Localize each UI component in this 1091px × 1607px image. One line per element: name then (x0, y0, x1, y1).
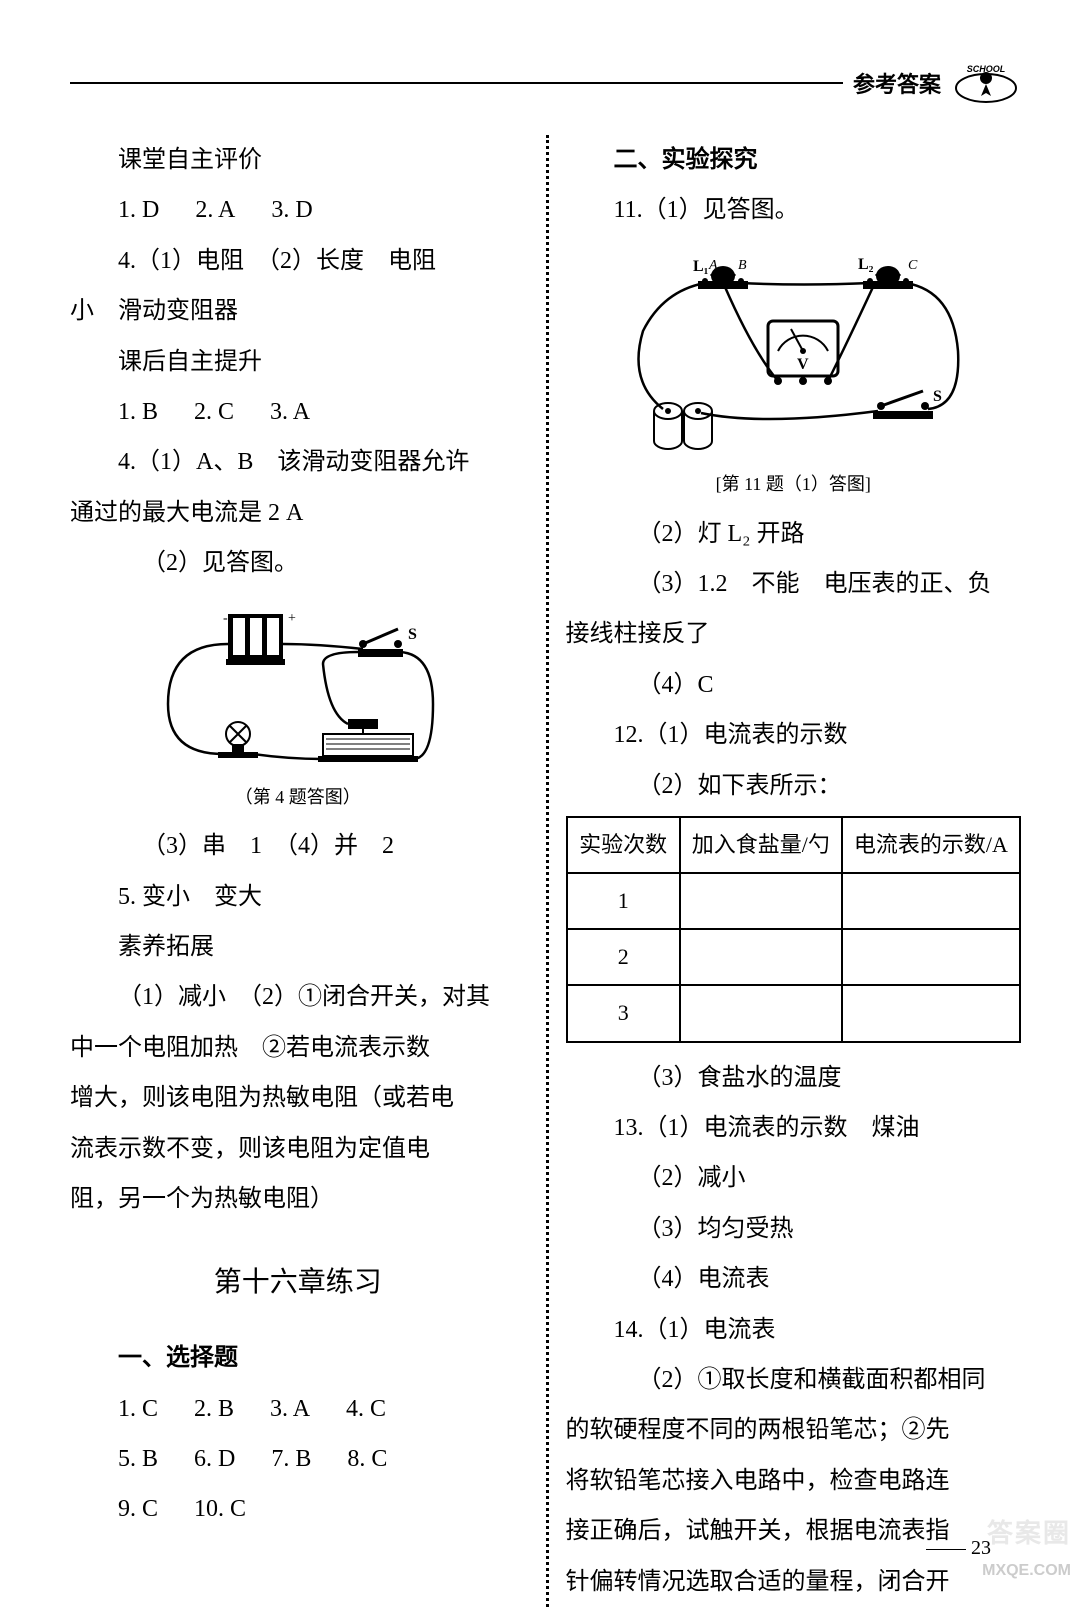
table-header: 加入食盐量/勺 (680, 817, 842, 873)
answer-row: 9. C 10. C (70, 1484, 526, 1534)
answer-text: 5. 变小 变大 (70, 872, 526, 922)
svg-text:C: C (908, 258, 918, 273)
answer-text: （3）食盐水的温度 (566, 1053, 1022, 1103)
svg-text:+: + (288, 611, 296, 626)
table-header: 电流表的示数/A (842, 817, 1020, 873)
answer-text: （2）如下表所示： (566, 761, 1022, 811)
answer-text: （2）减小 (566, 1153, 1022, 1203)
answer: 1. B (118, 387, 158, 437)
watermark-cn: 答案圈 (987, 1513, 1071, 1550)
answer-text: 阻，另一个为热敏电阻） (70, 1174, 526, 1224)
svg-text:S: S (408, 626, 417, 643)
table-header: 实验次数 (567, 817, 680, 873)
answer: 3. A (270, 1384, 310, 1434)
answer: 3. D (271, 185, 312, 235)
answer-text: 11.（1）见答图。 (566, 185, 1022, 235)
svg-text:V: V (797, 356, 809, 373)
watermark-url: MXQE.COM (982, 1562, 1071, 1580)
answer: 7. B (271, 1434, 311, 1484)
svg-text:SCHOOL: SCHOOL (967, 64, 1006, 74)
answer: 2. A (195, 185, 235, 235)
svg-text:L₁: L₁ (693, 258, 709, 275)
answer: 1. D (118, 185, 159, 235)
table-row: 2 (567, 929, 1021, 985)
answer: 10. C (194, 1484, 246, 1534)
page-number: 23 (926, 1537, 991, 1560)
answer-row: 1. D 2. A 3. D (70, 185, 526, 235)
experiment-table: 实验次数 加入食盐量/勺 电流表的示数/A 1 2 3 (566, 816, 1022, 1043)
svg-text:A: A (708, 258, 718, 273)
column-divider (546, 135, 549, 1607)
answer-text: 13.（1）电流表的示数 煤油 (566, 1103, 1022, 1153)
answer-text: （3）均匀受热 (566, 1204, 1022, 1254)
table-row: 1 (567, 873, 1021, 929)
section-heading: 课后自主提升 (70, 337, 526, 387)
section-heading: 素养拓展 (70, 922, 526, 972)
right-column: 二、实验探究 11.（1）见答图。 L₁ A B L₂ C (546, 135, 1022, 1607)
page-header: 参考答案 SCHOOL (70, 60, 1021, 105)
answer: 3. A (270, 387, 310, 437)
answer-text: 流表示数不变，则该电阻为定值电 (70, 1124, 526, 1174)
answer-text: 的软硬程度不同的两根铅笔芯；②先 (566, 1405, 1022, 1455)
answer-text: 增大，则该电阻为热敏电阻（或若电 (70, 1073, 526, 1123)
answer-text: （1）减小 （2）①闭合开关，对其 (70, 972, 526, 1022)
section-heading: 一、选择题 (70, 1333, 526, 1383)
answer-text: 针偏转情况选取合适的量程，闭合开 (566, 1557, 1022, 1607)
answer: 8. C (347, 1434, 387, 1484)
header-rule (70, 82, 843, 84)
answer: 4. C (346, 1384, 386, 1434)
left-column: 课堂自主评价 1. D 2. A 3. D 4.（1）电阻 （2）长度 电阻 小… (70, 135, 546, 1607)
table-cell: 3 (567, 985, 680, 1041)
answer-text: （4）电流表 (566, 1254, 1022, 1304)
svg-text:L₂: L₂ (858, 256, 874, 273)
answer-text: （3）1.2 不能 电压表的正、负 (566, 559, 1022, 609)
answer-row: 1. B 2. C 3. A (70, 387, 526, 437)
answer-text: 12.（1）电流表的示数 (566, 710, 1022, 760)
answer-text: 接线柱接反了 (566, 609, 1022, 659)
answer-text: （4）C (566, 660, 1022, 710)
answer-text: 通过的最大电流是 2 A (70, 488, 526, 538)
answer-text: 4.（1）A、B 该滑动变阻器允许 (70, 437, 526, 487)
content-area: 课堂自主评价 1. D 2. A 3. D 4.（1）电阻 （2）长度 电阻 小… (70, 135, 1021, 1607)
answer-row: 1. C 2. B 3. A 4. C (70, 1384, 526, 1434)
answer-text: 中一个电阻加热 ②若电流表示数 (70, 1023, 526, 1073)
table-cell: 1 (567, 873, 680, 929)
answer: 2. C (194, 387, 234, 437)
table-row: 实验次数 加入食盐量/勺 电流表的示数/A (567, 817, 1021, 873)
chapter-title: 第十六章练习 (70, 1254, 526, 1313)
answer-text: （3）串 1 （4）并 2 (70, 821, 526, 871)
section-heading: 二、实验探究 (566, 135, 1022, 185)
answer-text: 将软铅笔芯接入电路中，检查电路连 (566, 1456, 1022, 1506)
answer-text: 4.（1）电阻 （2）长度 电阻 (70, 236, 526, 286)
svg-text:S: S (933, 388, 942, 405)
figure-11: L₁ A B L₂ C V (566, 251, 1022, 504)
header-title: 参考答案 (853, 67, 941, 99)
answer-text: 小 滑动变阻器 (70, 286, 526, 336)
answer-text: （2）灯 L₂ 开路 (566, 509, 1022, 559)
answer: 2. B (194, 1384, 234, 1434)
figure-4: - + S (70, 604, 526, 817)
table-row: 3 (567, 985, 1021, 1041)
table-cell: 2 (567, 929, 680, 985)
svg-text:B: B (738, 258, 747, 273)
answer: 5. B (118, 1434, 158, 1484)
school-logo: SCHOOL (951, 60, 1021, 105)
section-heading: 课堂自主评价 (70, 135, 526, 185)
answer: 6. D (194, 1434, 235, 1484)
answer-text: 14.（1）电流表 (566, 1305, 1022, 1355)
svg-text:-: - (223, 611, 228, 626)
figure-caption: [第 11 题（1）答图] (566, 466, 1022, 504)
answer-text: （2）①取长度和横截面积都相同 (566, 1355, 1022, 1405)
answer-row: 5. B 6. D 7. B 8. C (70, 1434, 526, 1484)
figure-caption: （第 4 题答图） (70, 779, 526, 817)
answer-text: （2）见答图。 (70, 538, 526, 588)
answer: 9. C (118, 1484, 158, 1534)
answer: 1. C (118, 1384, 158, 1434)
